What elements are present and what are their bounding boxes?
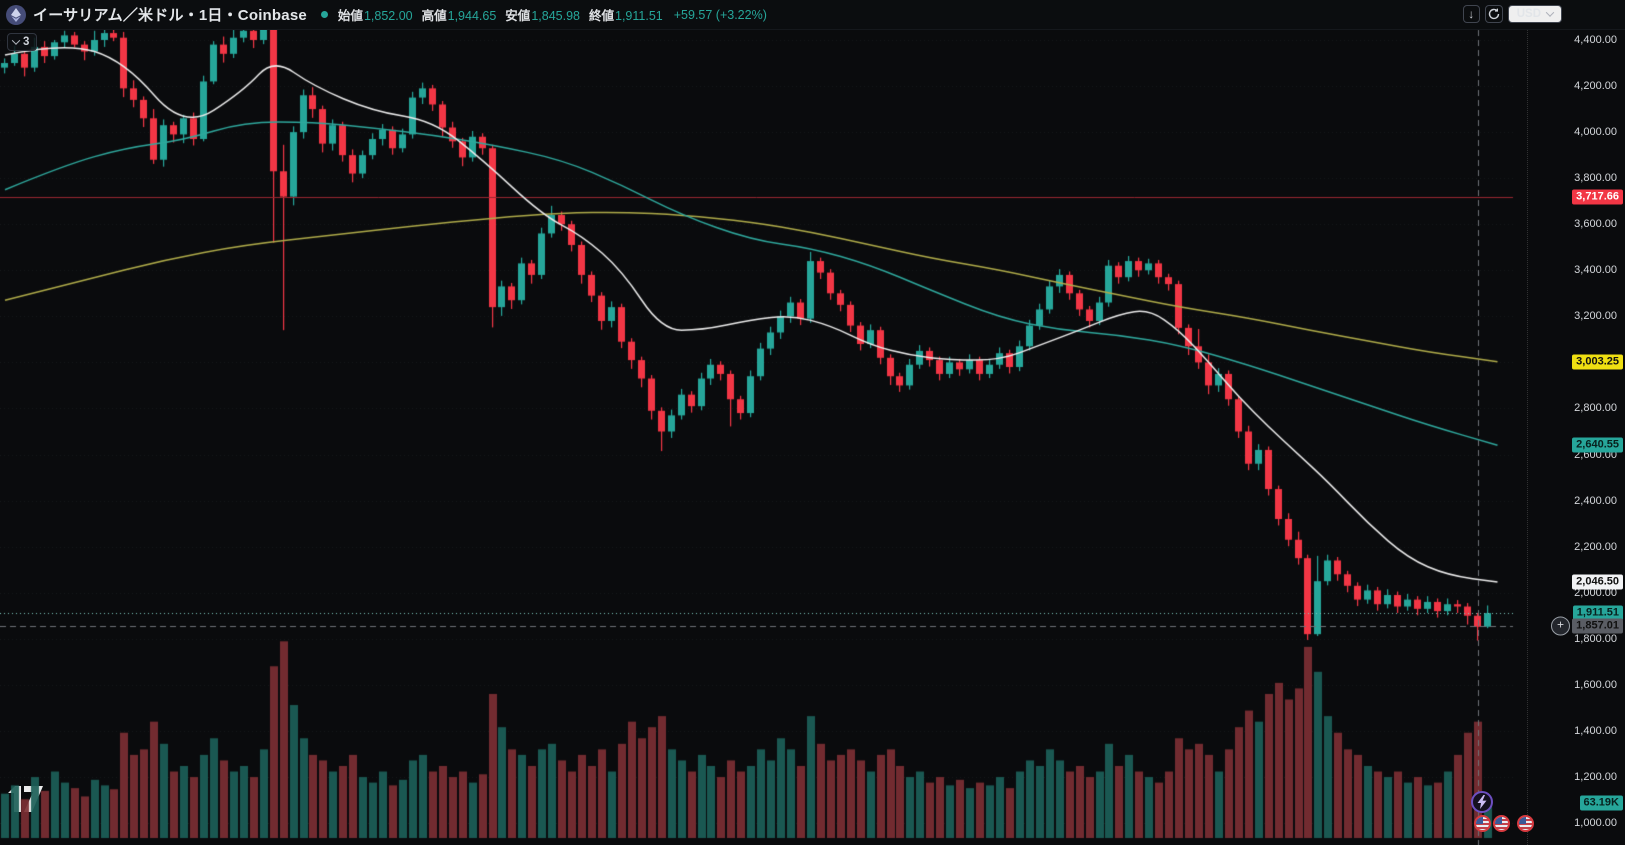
- refresh-button[interactable]: [1484, 5, 1503, 23]
- crosshair-price-label: 1,857.01: [1572, 618, 1623, 634]
- high-value: 1,944.65: [447, 9, 497, 23]
- close-value: 1,911.51: [615, 9, 663, 23]
- market-status-dot[interactable]: [320, 11, 328, 18]
- price-tick-label: 4,200.00: [1574, 80, 1617, 93]
- price-tick-label: 3,400.00: [1574, 264, 1617, 277]
- open-label: 始値: [337, 9, 363, 23]
- price-tick-label: 3,800.00: [1574, 172, 1617, 185]
- change-value: +59.57 (+3.22%): [673, 7, 767, 22]
- currency-label: USD: [1516, 8, 1541, 20]
- price-tick-label: 2,800.00: [1574, 402, 1617, 415]
- price-tick-label: 1,800.00: [1574, 632, 1617, 645]
- high-label: 高値: [421, 9, 447, 23]
- chevron-down-icon: [1545, 8, 1555, 17]
- currency-dropdown[interactable]: USD: [1507, 5, 1562, 23]
- close-label: 終値: [588, 9, 614, 23]
- ma-teal-value-label: 2,640.55: [1572, 437, 1623, 453]
- price-tick-label: 2,000.00: [1574, 586, 1617, 599]
- indicators-collapsed-button[interactable]: 3: [7, 33, 38, 51]
- flag-canton: [1476, 817, 1484, 824]
- flag-canton: [1495, 817, 1503, 824]
- low-label: 安値: [505, 9, 531, 23]
- chart-header: イーサリアム／米ドル・1日・Coinbase 始値1,852.00 高値1,94…: [0, 0, 1625, 30]
- price-tick-label: 1,600.00: [1574, 678, 1617, 691]
- volume-value-label: 63.19K: [1579, 795, 1623, 811]
- indicator-count: 3: [23, 36, 30, 48]
- price-tick-label: 3,200.00: [1574, 310, 1617, 323]
- lightning-event-icon[interactable]: [1471, 791, 1493, 813]
- scroll-to-recent-button[interactable]: ↓: [1462, 5, 1480, 23]
- chevron-down-icon: [11, 36, 21, 45]
- flag-canton: [1519, 817, 1527, 824]
- price-tick-label: 4,400.00: [1574, 34, 1617, 46]
- ohlc-readout: 始値1,852.00 高値1,944.65 安値1,845.98 終値1,911…: [338, 5, 767, 24]
- price-tick-label: 3,600.00: [1574, 218, 1617, 231]
- ma-white-value-label: 2,046.50: [1572, 574, 1623, 590]
- price-tick-label: 4,000.00: [1574, 126, 1617, 139]
- price-tick-label: 1,000.00: [1574, 817, 1617, 829]
- arrow-down-icon: ↓: [1468, 7, 1475, 21]
- alert-price-label: 3,717.66: [1572, 189, 1623, 205]
- symbol-title[interactable]: イーサリアム／米ドル・1日・Coinbase: [33, 7, 307, 24]
- last-price-label: 1,911.51: [1572, 605, 1623, 621]
- open-value: 1,852.00: [363, 9, 413, 23]
- low-value: 1,845.98: [531, 9, 580, 23]
- price-tick-label: 2,400.00: [1574, 494, 1617, 507]
- refresh-icon: [1488, 8, 1499, 20]
- economic-event-flag-icon[interactable]: [1474, 815, 1491, 832]
- economic-event-flag-icon[interactable]: [1493, 815, 1510, 832]
- price-tick-label: 1,200.00: [1574, 770, 1617, 783]
- price-tick-label: 2,200.00: [1574, 540, 1617, 553]
- economic-event-flag-icon[interactable]: [1517, 815, 1534, 832]
- ma-yellow-value-label: 3,003.25: [1572, 354, 1623, 370]
- price-tick-label: 1,400.00: [1574, 724, 1617, 737]
- price-axis[interactable]: 4,400.00 4,200.00 4,000.00 3,800.00 3,600.00…: [1513, 0, 1625, 845]
- add-alert-plus-button[interactable]: +: [1551, 616, 1570, 636]
- ethereum-icon[interactable]: [6, 4, 26, 25]
